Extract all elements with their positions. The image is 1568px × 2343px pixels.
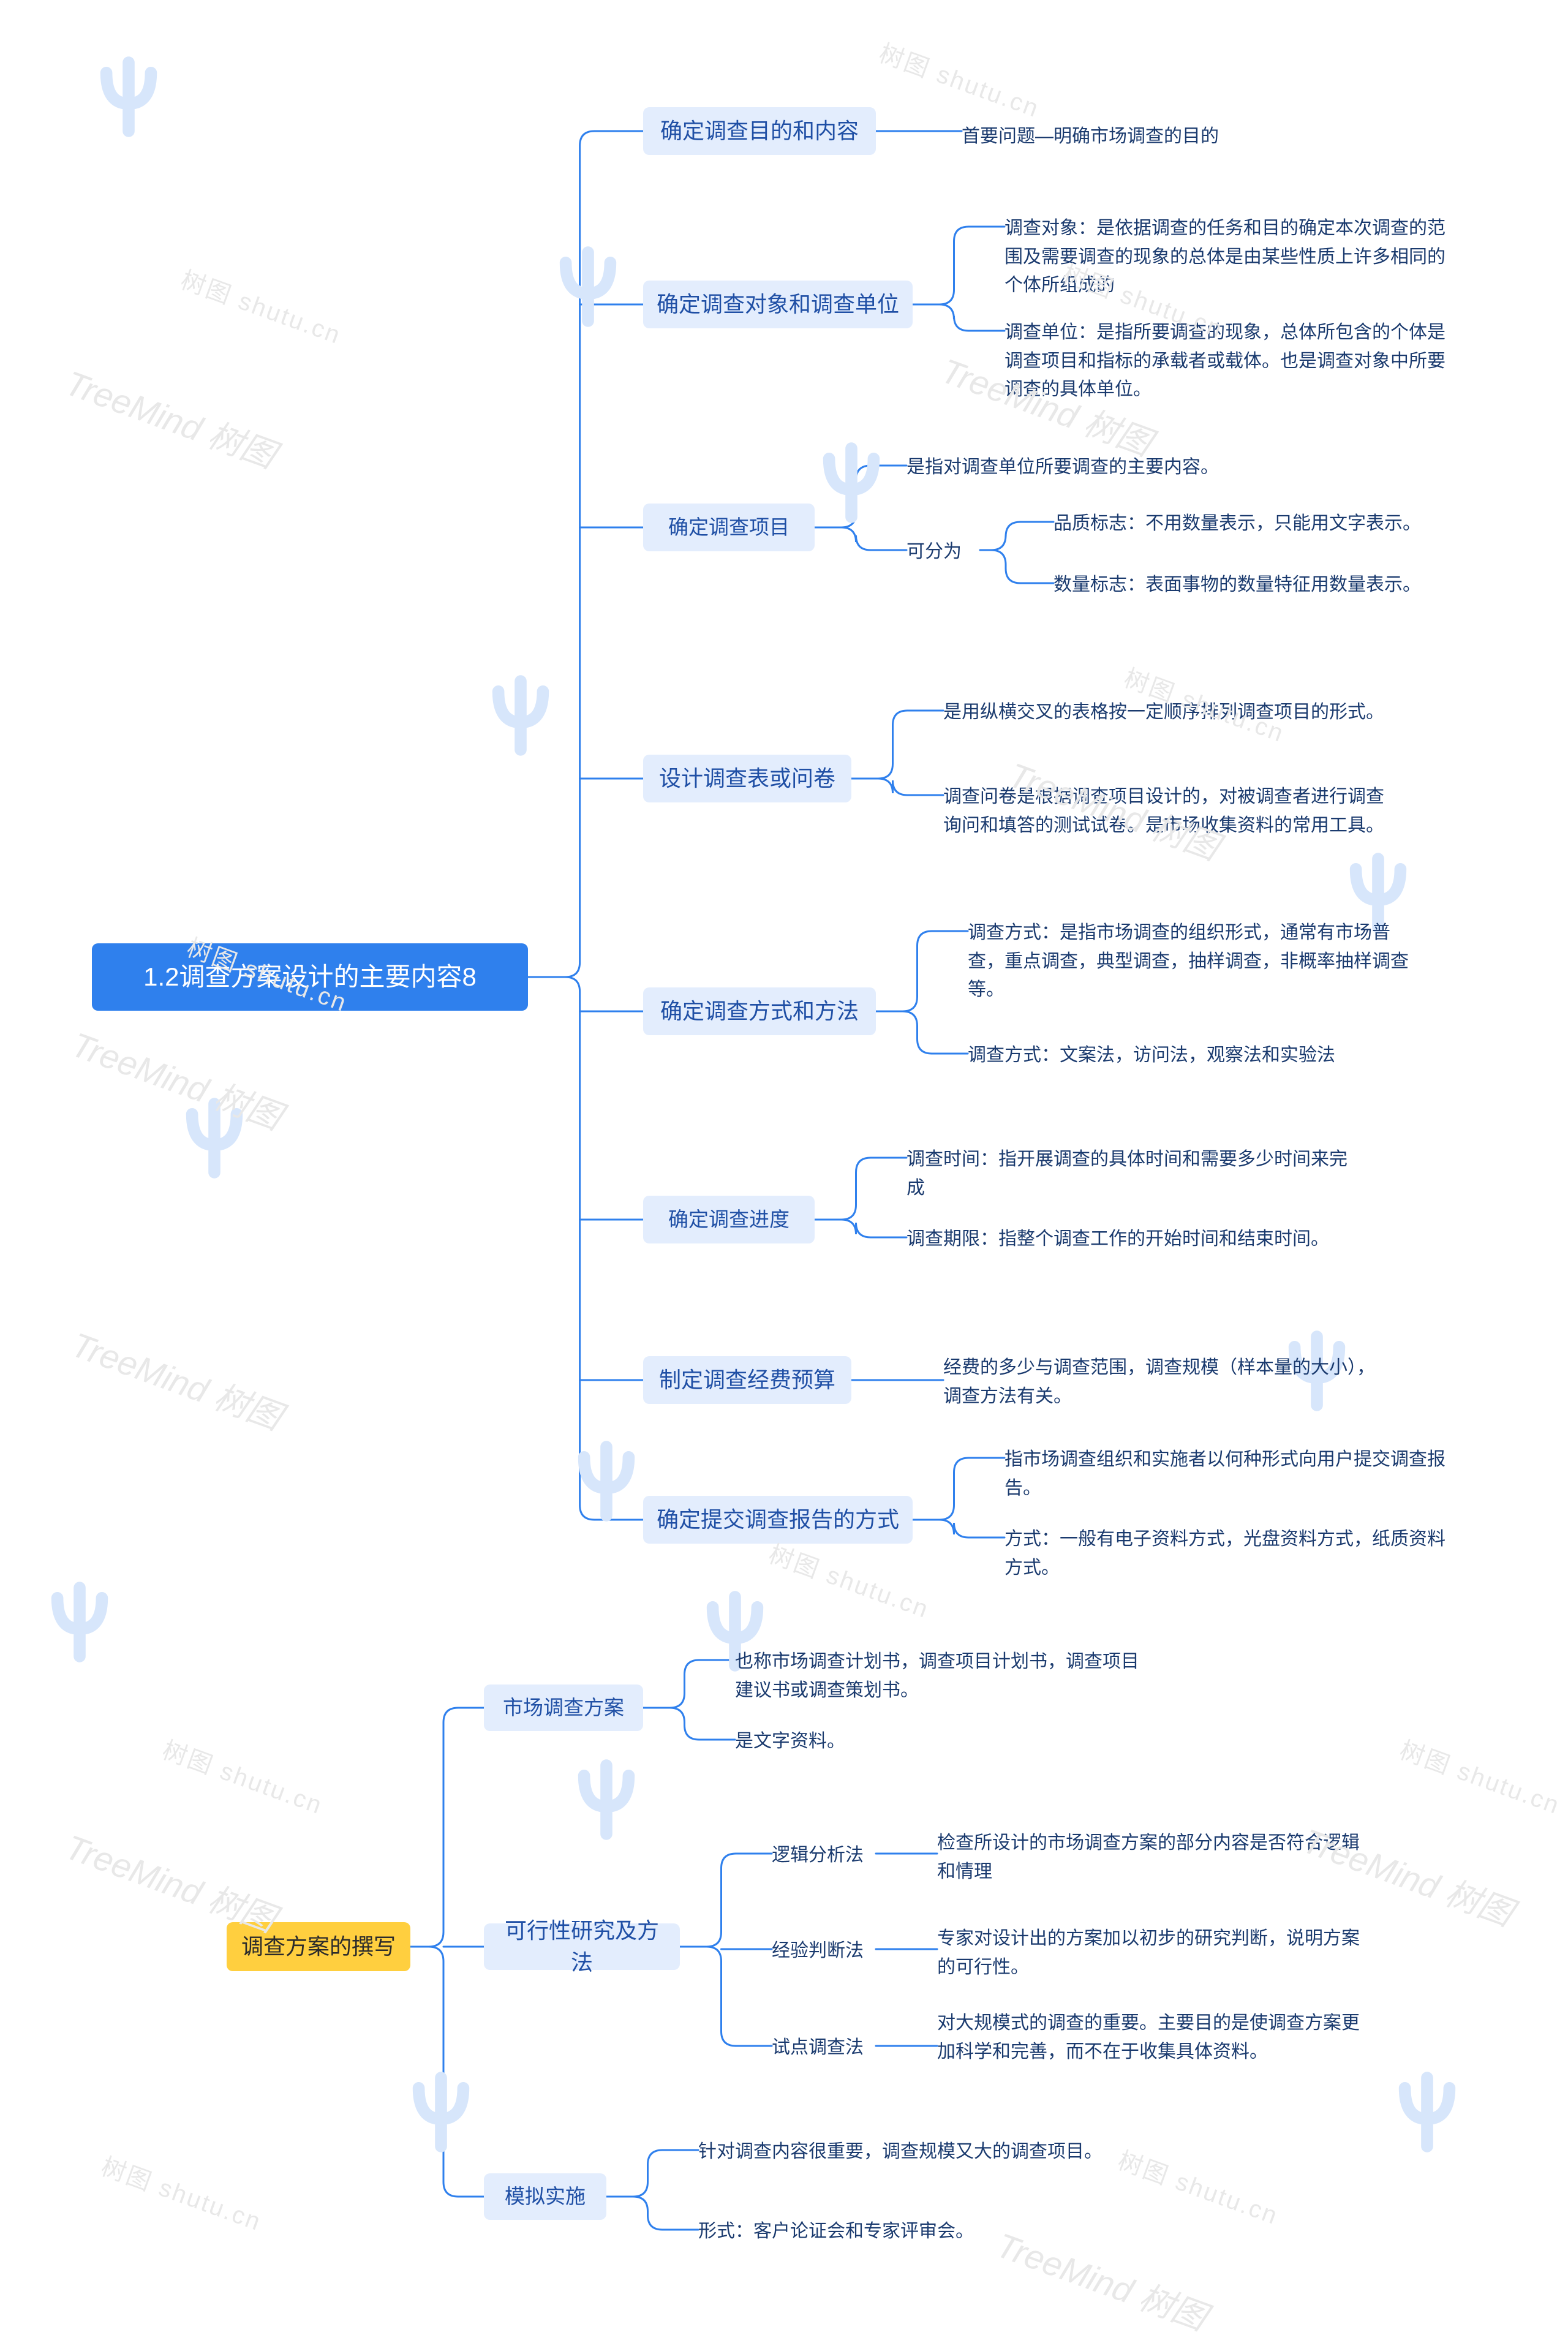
root-node[interactable]: 1.2调查方案设计的主要内容8 (92, 943, 528, 1011)
leaf-text: 是文字资料。 (735, 1727, 919, 1756)
leaf-text: 调查单位：是指所要调查的现象，总体所包含的个体是调查项目和指标的承载者或载体。也… (1005, 319, 1458, 404)
topic-node[interactable]: 制定调查经费预算 (643, 1356, 851, 1404)
leaf-text: 调查方式：文案法，访问法，观察法和实验法 (968, 1041, 1409, 1070)
topic-node[interactable]: 确定调查目的和内容 (643, 107, 876, 155)
leaf-text: 调查方式：是指市场调查的组织形式，通常有市场普查，重点调查，典型调查，抽样调查，… (968, 919, 1421, 1005)
leaf-text: 经费的多少与调查范围，调查规模（样本量的大小），调查方法有关。 (943, 1354, 1384, 1411)
leaf-text: 检查所设计的市场调查方案的部分内容是否符合逻辑和情理 (937, 1829, 1366, 1886)
leaf-text: 调查对象：是依据调查的任务和目的确定本次调查的范围及需要调查的现象的总体是由某些… (1005, 214, 1458, 300)
topic-node[interactable]: 确定调查方式和方法 (643, 987, 876, 1035)
leaf-text: 方式：一般有电子资料方式，光盘资料方式，纸质资料方式。 (1005, 1525, 1446, 1582)
leaf-text: 调查时间：指开展调查的具体时间和需要多少时间来完成 (907, 1145, 1348, 1202)
leaf-text: 是用纵横交叉的表格按一定顺序排列调查项目的形式。 (943, 698, 1384, 727)
topic-node[interactable]: 市场调查方案 (484, 1685, 643, 1731)
topic-node[interactable]: 确定调查进度 (643, 1196, 815, 1243)
topic-node[interactable]: 可行性研究及方法 (484, 1923, 680, 1970)
leaf-text: 针对调查内容很重要，调查规模又大的调查项目。 (698, 2138, 1115, 2167)
leaf-text: 首要问题—明确市场调查的目的 (962, 123, 1305, 151)
leaf-text: 也称市场调查计划书，调查项目计划书，调查项目建议书或调查策划书。 (735, 1648, 1152, 1705)
leaf-text: 逻辑分析法 (772, 1841, 876, 1870)
leaf-text: 试点调查法 (772, 2034, 876, 2062)
topic-node[interactable]: 确定提交调查报告的方式 (643, 1496, 913, 1544)
leaf-text: 指市场调查组织和实施者以何种形式向用户提交调查报告。 (1005, 1446, 1446, 1503)
leaf-text: 可分为 (907, 538, 980, 567)
leaf-text: 对大规模式的调查的重要。主要目的是使调查方案更加科学和完善，而不在于收集具体资料… (937, 2009, 1366, 2066)
topic-node[interactable]: 模拟实施 (484, 2173, 606, 2220)
leaf-text: 数量标志：表面事物的数量特征用数量表示。 (1054, 571, 1494, 600)
leaf-text: 是指对调查单位所要调查的主要内容。 (907, 453, 1305, 482)
leaf-text: 经验判断法 (772, 1937, 876, 1966)
leaf-text: 调查问卷是根据调查项目设计的，对被调查者进行调查询问和填答的测试试卷。是市场收集… (943, 783, 1396, 840)
leaf-text: 专家对设计出的方案加以初步的研究判断，说明方案的可行性。 (937, 1925, 1366, 1982)
topic-node[interactable]: 确定调查对象和调查单位 (643, 281, 913, 328)
leaf-text: 形式：客户论证会和专家评审会。 (698, 2217, 1041, 2246)
leaf-text: 调查期限：指整个调查工作的开始时间和结束时间。 (907, 1225, 1348, 1254)
topic-node[interactable]: 设计调查表或问卷 (643, 755, 851, 802)
topic-node[interactable]: 确定调查项目 (643, 504, 815, 551)
section-node[interactable]: 调查方案的撰写 (227, 1922, 410, 1971)
leaf-text: 品质标志：不用数量表示，只能用文字表示。 (1054, 510, 1494, 538)
